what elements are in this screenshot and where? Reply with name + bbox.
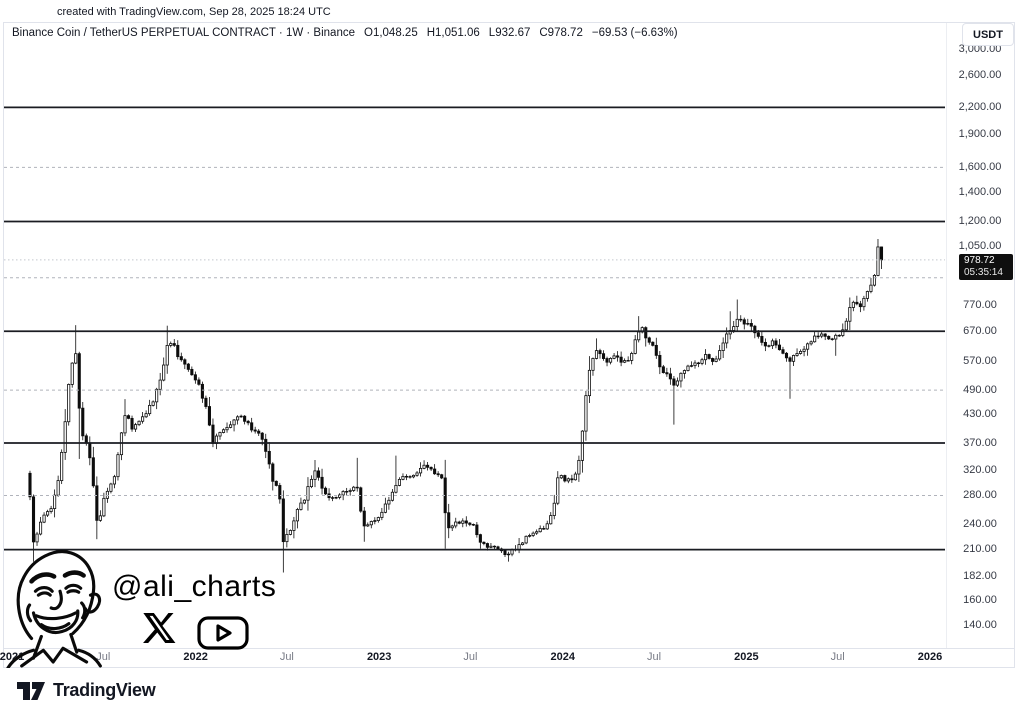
time-axis-label: 2021 — [0, 651, 25, 663]
price-axis-label: 770.00 — [963, 298, 997, 311]
time-axis-label: Jul — [647, 651, 662, 663]
footer-bar: TradingView — [0, 668, 1024, 716]
price-axis-label: 1,900.00 — [958, 128, 1002, 141]
price-axis-label: 2,600.00 — [958, 69, 1002, 82]
tradingview-mark-icon — [17, 681, 45, 700]
symbol-title: Binance Coin / TetherUS PERPETUAL CONTRA… — [12, 27, 355, 39]
price-axis-label: 670.00 — [963, 324, 997, 337]
time-axis-label: 2026 — [917, 651, 943, 663]
price-axis-label: 160.00 — [963, 594, 997, 607]
price-axis-label: 210.00 — [963, 543, 997, 556]
price-axis-label: 1,050.00 — [958, 240, 1002, 253]
time-axis-label: 2024 — [550, 651, 576, 663]
bar-countdown: 05:35:14 — [964, 267, 1003, 278]
price-axis-label: 182.00 — [963, 570, 997, 583]
price-axis-label: 240.00 — [963, 518, 997, 530]
time-axis-label: Jul — [279, 651, 294, 663]
time-axis-label: Jul — [463, 651, 478, 663]
last-price-label: 978.72 05:35:14 — [959, 254, 1013, 280]
price-axis-label: 1,400.00 — [958, 185, 1002, 198]
time-axis-label: 2023 — [366, 651, 392, 663]
ohlc-h: H1,051.06 — [426, 27, 480, 39]
time-axis[interactable]: 2021 Jul 2022 Jul 2023 Jul 2024 Jul 2025 Jul 2026 — [0, 648, 1015, 668]
attribution-text: created with TradingView.com, Sep 28, 20… — [57, 6, 331, 18]
ohlc-o: O1,048.25 — [364, 27, 418, 39]
currency-toggle-button[interactable]: USDT — [962, 23, 1014, 46]
price-axis-label: 280.00 — [963, 488, 997, 501]
time-axis-label: 2022 — [183, 651, 208, 663]
tradingview-wordmark: TradingView — [53, 680, 156, 700]
ohlc-c: C978.72 — [539, 27, 583, 39]
price-axis-separator — [946, 23, 947, 648]
last-price-value: 978.72 — [964, 255, 995, 266]
ohlc-values: O1,048.25 H1,051.06 L932.67 C978.72 — [364, 27, 583, 39]
price-change: −69.53 (−6.63%) — [591, 27, 678, 39]
price-axis-label: 490.00 — [963, 383, 997, 396]
price-axis-label: 570.00 — [963, 355, 997, 368]
price-axis-label: 430.00 — [963, 408, 997, 421]
time-axis-label: Jul — [96, 651, 111, 663]
tradingview-logo: TradingView — [16, 680, 156, 701]
price-axis-label: 320.00 — [963, 463, 997, 476]
symbol-header: Binance Coin / TetherUS PERPETUAL CONTRA… — [12, 27, 678, 39]
price-axis-label: 370.00 — [963, 436, 997, 449]
price-axis-label: 140.00 — [963, 619, 997, 632]
time-axis-separator — [3, 648, 1015, 649]
time-axis-label: 2025 — [734, 651, 759, 663]
price-axis-label: 1,200.00 — [958, 215, 1002, 227]
price-axis-label: 1,600.00 — [958, 160, 1002, 173]
price-axis[interactable]: 3,000.00 2,600.00 2,200.00 1,900.00 1,600.00… — [947, 22, 1015, 648]
price-axis-label: 2,200.00 — [958, 100, 1002, 113]
ohlc-l: L932.67 — [488, 27, 531, 39]
time-axis-label: Jul — [830, 651, 845, 663]
